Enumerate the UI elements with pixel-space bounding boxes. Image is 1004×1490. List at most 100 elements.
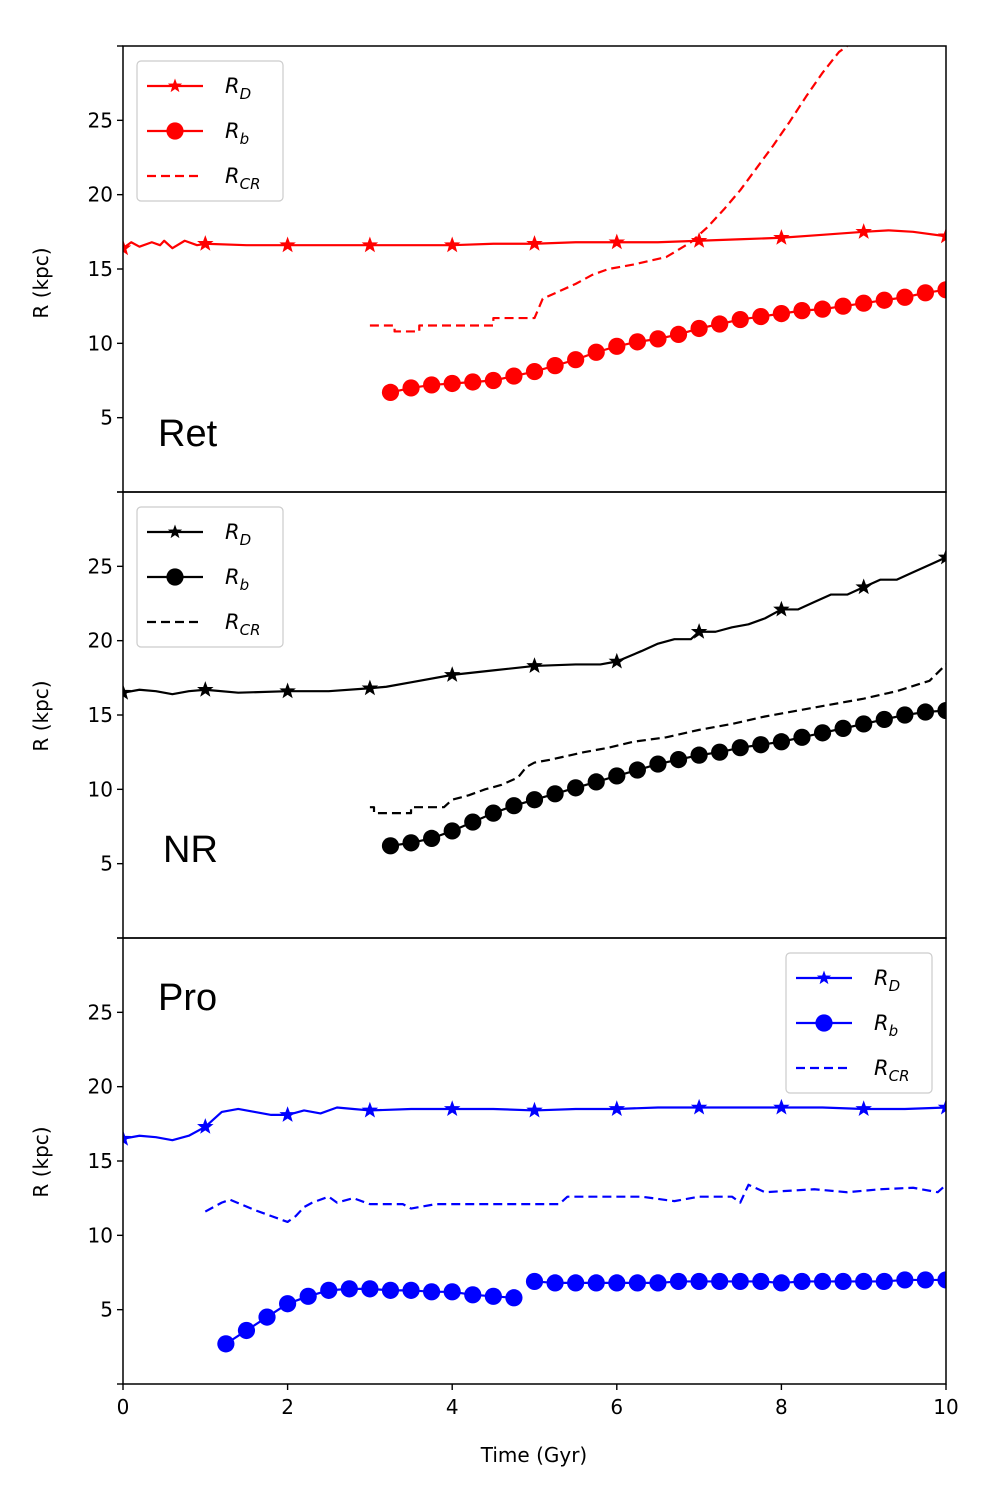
circle-marker (793, 1272, 811, 1291)
circle-marker (711, 743, 729, 761)
star-marker (937, 548, 946, 565)
star-marker (608, 1100, 626, 1116)
y-tick-label: 10 (88, 1223, 113, 1247)
circle-marker (443, 1283, 461, 1301)
star-marker (361, 1101, 379, 1118)
circle-marker (237, 1321, 256, 1340)
circle-marker (340, 1280, 358, 1298)
legend-box (785, 952, 933, 1094)
legend-box (136, 506, 284, 648)
legend-circle-marker (166, 568, 184, 586)
legend-label-sub: CR (240, 175, 261, 193)
circle-marker (525, 791, 544, 809)
circle-marker (772, 1274, 791, 1292)
circle-marker (567, 351, 585, 369)
star-marker (773, 600, 790, 617)
y-tick-label: 15 (88, 703, 113, 727)
circle-marker (299, 1287, 317, 1305)
circle-marker (628, 333, 646, 351)
star-marker (123, 239, 132, 256)
x-tick-label: 2 (281, 1395, 294, 1419)
circle-marker (525, 1272, 544, 1291)
circle-marker (505, 1289, 523, 1307)
circle-marker (217, 1335, 235, 1353)
star-marker (937, 1098, 946, 1115)
y-tick-label: 10 (88, 331, 113, 355)
circle-marker (381, 383, 400, 401)
star-marker (443, 666, 461, 682)
circle-marker (608, 337, 626, 355)
legend-label-base: R (225, 74, 240, 98)
circle-marker (279, 1295, 297, 1313)
plot-area-ret (123, 46, 946, 401)
circle-marker (937, 1271, 946, 1289)
circle-marker (628, 761, 646, 779)
star-marker (855, 223, 872, 239)
star-marker (123, 1130, 132, 1146)
circle-marker (567, 1274, 585, 1292)
legend-label: Rb (225, 119, 249, 148)
legend-label-sub: b (240, 130, 250, 148)
circle-marker (608, 767, 626, 785)
circle-marker (381, 837, 400, 855)
circle-marker (423, 1283, 441, 1301)
legend-label-sub: CR (240, 621, 261, 639)
star-marker (197, 235, 214, 251)
y-axis-label-pro: R (kpc) (29, 1126, 53, 1197)
legend-label-sub: b (240, 576, 250, 594)
circle-marker (772, 305, 791, 323)
y-tick-label: 25 (88, 1000, 113, 1024)
star-marker (855, 578, 872, 595)
circle-marker (916, 1271, 935, 1289)
circle-marker (464, 373, 482, 391)
star-marker (526, 657, 543, 673)
circle-marker (320, 1281, 338, 1299)
circle-marker (793, 728, 811, 746)
circle-marker (855, 715, 873, 733)
circle-marker (813, 1272, 832, 1291)
legend-label: RD (225, 520, 251, 549)
circle-marker (752, 307, 770, 326)
legend-circle-marker (815, 1014, 833, 1032)
y-axis-label-ret: R (kpc) (29, 247, 53, 318)
circle-marker (772, 733, 791, 751)
circle-marker (855, 294, 873, 312)
series-line-r-cr-ret (369, 46, 848, 333)
circle-marker (423, 376, 441, 394)
circle-marker (464, 813, 482, 831)
legend-label-sub: D (240, 85, 252, 103)
circle-marker (587, 1274, 605, 1292)
star-marker (937, 227, 946, 244)
circle-marker (628, 1274, 646, 1292)
y-tick-label: 15 (88, 1149, 113, 1173)
series-line-r-d-ret (123, 229, 946, 250)
circle-marker (608, 1274, 626, 1292)
circle-marker (813, 300, 832, 318)
axes-frame-pro (122, 937, 947, 1385)
circle-marker (875, 1272, 893, 1291)
circle-marker (587, 343, 605, 361)
star-marker (855, 1100, 872, 1116)
circle-marker (484, 1287, 502, 1305)
x-ticks: 0 2 4 6 8 10 (117, 1384, 959, 1419)
legend-box (136, 60, 284, 202)
x-tick-label: 8 (775, 1395, 788, 1419)
circle-marker (916, 284, 935, 302)
circle-marker (752, 1272, 770, 1291)
star-marker (361, 236, 379, 253)
circle-marker (875, 710, 893, 729)
plot-area-nr (123, 548, 946, 855)
legend-label: RD (874, 966, 900, 995)
legend-star-marker (816, 970, 832, 985)
circle-marker (649, 1274, 667, 1292)
circle-marker (855, 1272, 873, 1291)
circle-marker (402, 1281, 420, 1299)
circle-marker (813, 724, 832, 742)
y-tick-label: 15 (88, 257, 113, 281)
circle-marker (443, 822, 461, 840)
circle-marker (690, 746, 708, 764)
series-line-r-cr-pro (204, 1183, 946, 1224)
